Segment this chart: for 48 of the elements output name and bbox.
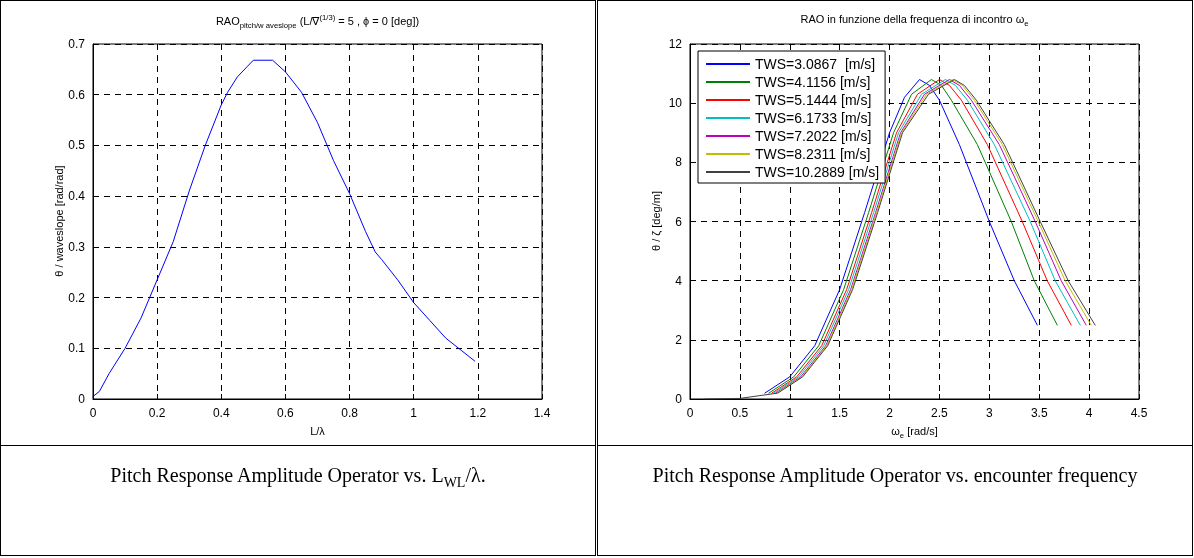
- legend-label: TWS=6.1733 [m/s]: [755, 110, 872, 126]
- y-tick-label: 2: [675, 332, 683, 347]
- y-tick-label: 0.2: [68, 290, 86, 305]
- y-tick-label: 10: [668, 96, 683, 111]
- x-tick-label: 1.4: [533, 406, 551, 420]
- y-tick-label: 0.4: [68, 189, 86, 204]
- legend-label: TWS=7.2022 [m/s]: [755, 128, 872, 144]
- x-tick-label: 0.2: [148, 406, 166, 420]
- chart-title: RAO in funzione della frequenza di incontro ω$_{e}$: [800, 13, 1029, 29]
- y-tick-label: 8: [675, 155, 683, 170]
- legend-label: TWS=10.2889 [m/s]: [755, 164, 880, 180]
- x-tick-label: 1: [786, 406, 794, 420]
- x-tick-label: 0.5: [731, 406, 749, 420]
- x-tick-label: 0.8: [341, 406, 359, 420]
- x-tick-label: 2: [886, 406, 894, 420]
- y-tick-label: 0: [78, 392, 86, 406]
- y-axis-title: θ / waveslope [rad/rad]: [53, 165, 65, 277]
- x-tick-label: 1: [410, 406, 418, 420]
- x-tick-label: 3.5: [1030, 406, 1048, 420]
- y-axis-title: θ / ζ [deg/m]: [650, 191, 662, 251]
- x-tick-label: 0.6: [277, 406, 295, 420]
- x-tick-label: 2.5: [931, 406, 949, 420]
- y-tick-label: 0: [675, 392, 683, 406]
- x-tick-label: 0.4: [212, 406, 230, 420]
- y-tick-label: 0.6: [68, 87, 86, 102]
- y-tick-label: 0.1: [68, 341, 86, 356]
- chart-title: RAO$_{pitch/w aveslope}$ (L/∇$^{(1/3)}$ = 5 , ϕ = 0 [deg]): [215, 13, 420, 30]
- x-tick-label: 3: [985, 406, 993, 420]
- legend-label: TWS=4.1156 [m/s]: [755, 74, 871, 90]
- x-axis-title: L/λ: [310, 425, 325, 437]
- y-tick-label: 6: [675, 214, 683, 229]
- text: Pitch Response Amplitude Operator vs. L$_{WL}$/λ.: [1, 445, 595, 555]
- legend-label: TWS=3.0867 [m/s]: [755, 56, 876, 72]
- y-tick-label: 0.5: [68, 138, 86, 153]
- legend-label: TWS=5.1444 [m/s]: [755, 92, 872, 108]
- x-tick-label: 4.5: [1130, 406, 1148, 420]
- legend-label: TWS=8.2311 [m/s]: [755, 146, 871, 162]
- x-tick-label: 1.5: [831, 406, 849, 420]
- x-axis-title: ω$_{e}$ [rad/s]: [891, 425, 938, 441]
- y-tick-label: 4: [675, 273, 683, 288]
- text: Pitch Response Amplitude Operator vs. encounter frequency: [598, 445, 1192, 555]
- x-tick-label: 0: [686, 406, 694, 420]
- x-tick-label: 1.2: [469, 406, 487, 420]
- y-tick-label: 12: [668, 37, 683, 51]
- x-tick-label: 4: [1085, 406, 1093, 420]
- y-tick-label: 0.7: [68, 37, 86, 51]
- x-tick-label: 0: [89, 406, 97, 420]
- y-tick-label: 0.3: [68, 239, 86, 254]
